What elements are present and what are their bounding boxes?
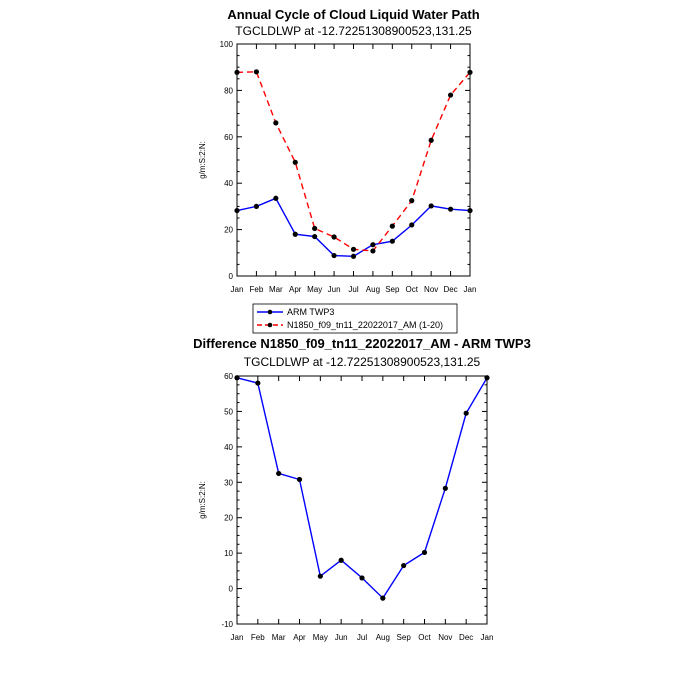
chart-title: Difference N1850_f09_tn11_22022017_AM - … [193, 336, 531, 351]
y-tick-label: 20 [224, 226, 233, 235]
x-tick-label: Dec [443, 285, 457, 294]
data-point [467, 69, 473, 75]
legend-label-1: ARM TWP3 [287, 307, 334, 317]
data-point [463, 410, 469, 416]
data-point [331, 252, 337, 259]
data-point [428, 137, 434, 143]
y-tick-label: 50 [224, 407, 233, 416]
data-point [350, 253, 357, 259]
y-tick-label: 0 [229, 272, 234, 281]
x-tick-label: Jan [481, 633, 494, 642]
x-tick-label: Apr [293, 633, 306, 642]
data-point [292, 231, 298, 237]
data-point [296, 476, 303, 483]
x-tick-label: Jun [328, 285, 341, 294]
x-tick-label: Sep [385, 285, 400, 294]
plot-frame [236, 375, 488, 625]
data-point [312, 233, 318, 240]
data-point [234, 69, 240, 75]
data-point [389, 238, 395, 244]
data-point [234, 207, 240, 214]
data-point [273, 195, 279, 201]
data-point [350, 246, 357, 252]
data-point [447, 92, 454, 98]
data-point [273, 120, 279, 126]
chart-subtitle: TGCLDLWP at -12.72251308900523,131.25 [244, 355, 481, 369]
data-point [370, 248, 376, 254]
data-point [255, 380, 261, 386]
data-point [428, 203, 434, 209]
y-tick-label: 40 [224, 443, 233, 452]
x-tick-label: May [307, 285, 322, 294]
data-point [253, 69, 260, 75]
y-axis-label: g/m:S:2:N: [198, 481, 207, 519]
x-tick-label: Jan [231, 285, 244, 294]
x-tick-label: May [313, 633, 328, 642]
y-tick-label: 0 [229, 585, 234, 594]
x-tick-label: Feb [251, 633, 265, 642]
plot-frame [236, 43, 471, 277]
legend-marker-1 [267, 309, 273, 315]
x-tick-label: Nov [438, 633, 452, 642]
y-tick-label: 10 [224, 549, 233, 558]
data-point [234, 375, 240, 381]
data-point [467, 207, 473, 214]
y-axis-label: g/m:S:2:N: [198, 141, 207, 179]
chart-title: Annual Cycle of Cloud Liquid Water Path [227, 7, 479, 22]
x-tick-label: Jul [348, 285, 358, 294]
x-tick-label: Mar [269, 285, 283, 294]
x-tick-label: Jan [231, 633, 244, 642]
data-point [389, 223, 395, 229]
y-tick-label: 100 [220, 40, 234, 49]
data-point [401, 562, 407, 569]
y-tick-label: 40 [224, 179, 233, 188]
chart-subtitle: TGCLDLWP at -12.72251308900523,131.25 [235, 24, 472, 38]
x-tick-label: Oct [406, 285, 419, 294]
data-point [380, 595, 386, 601]
y-tick-label: 80 [224, 86, 233, 95]
data-point [409, 198, 415, 204]
data-point [253, 203, 260, 209]
legend-label-2: N1850_f09_tn11_22022017_AM (1-20) [287, 320, 443, 330]
x-tick-label: Mar [272, 633, 286, 642]
legend-box [252, 303, 458, 334]
data-point [421, 549, 428, 556]
data-point [276, 470, 282, 477]
x-tick-label: Dec [459, 633, 473, 642]
data-point [442, 485, 448, 491]
x-tick-label: Jan [464, 285, 477, 294]
legend-marker-2 [267, 322, 273, 328]
x-tick-label: Jul [357, 633, 367, 642]
y-tick-label: 60 [224, 372, 233, 381]
data-point [312, 225, 318, 232]
data-point [359, 575, 365, 581]
data-point [317, 573, 323, 579]
series-line-1 [236, 377, 488, 600]
data-point [447, 206, 454, 212]
x-tick-label: Aug [366, 285, 380, 294]
x-tick-label: Apr [289, 285, 302, 294]
data-point [292, 159, 298, 165]
x-tick-label: Jun [335, 633, 348, 642]
data-point [409, 222, 415, 228]
x-tick-label: Nov [424, 285, 438, 294]
data-point [484, 375, 490, 381]
data-point [331, 234, 337, 240]
data-point [370, 242, 376, 248]
y-tick-label: -10 [221, 620, 233, 629]
y-tick-label: 30 [224, 478, 233, 487]
chart-1: Annual Cycle of Cloud Liquid Water Path T… [198, 7, 480, 334]
y-tick-label: 60 [224, 133, 233, 142]
series-line-2 [236, 71, 471, 252]
x-tick-label: Aug [376, 633, 390, 642]
y-tick-label: 20 [224, 514, 233, 523]
chart-2: Difference N1850_f09_tn11_22022017_AM - … [193, 336, 531, 642]
x-tick-label: Sep [397, 633, 412, 642]
x-tick-label: Feb [250, 285, 264, 294]
x-tick-label: Oct [418, 633, 431, 642]
data-point [338, 557, 344, 563]
